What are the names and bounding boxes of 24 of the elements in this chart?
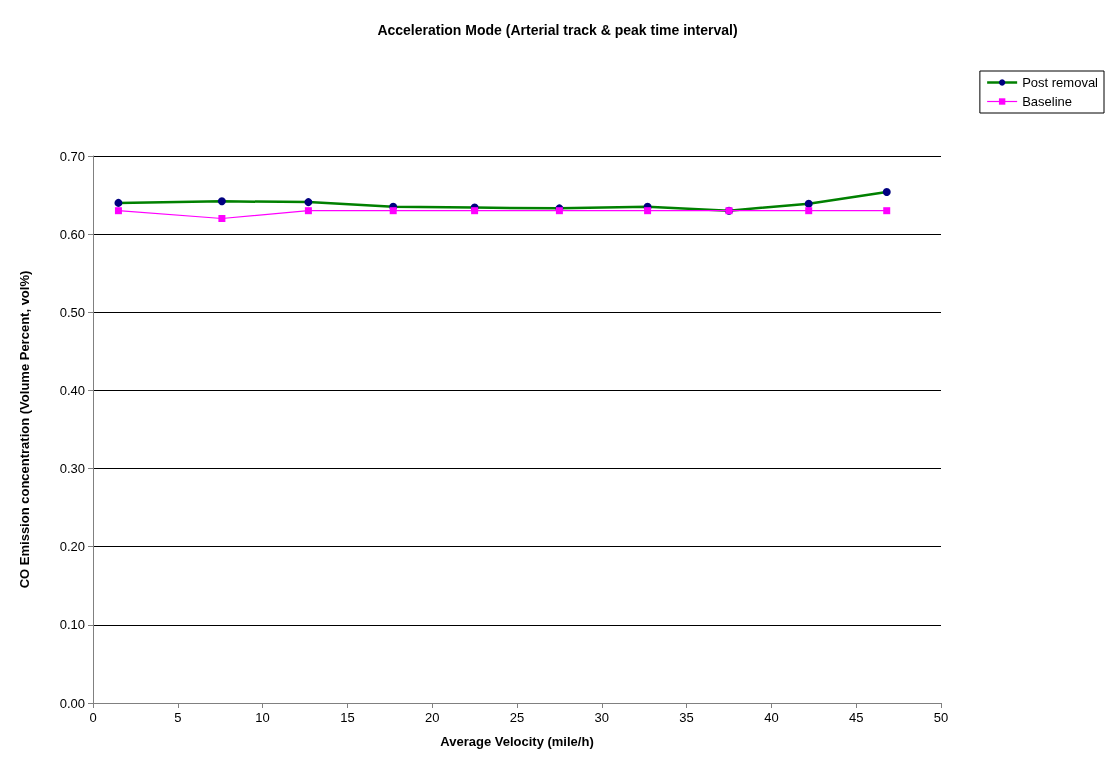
y-tick-label: 0.40 [59,382,85,398]
legend-label: Baseline [1022,94,1073,109]
x-tick-label: 5 [174,710,182,725]
x-tick-label: 40 [764,710,779,725]
x-tick-label: 15 [340,710,355,725]
y-tick-label: 0.50 [59,304,85,320]
y-tick-label: 0.60 [59,226,85,242]
x-tick-label: 30 [594,710,610,725]
x-tick-label: 10 [255,710,270,725]
y-tick-label: 0.30 [59,461,85,477]
y-tick-label: 0.10 [59,617,85,633]
y-tick-label: 0.00 [59,695,85,711]
y-tick-label: 0.70 [59,148,85,164]
x-tick-label: 50 [933,710,949,725]
x-axis-title: Average Velocity (mile/h) [440,734,594,749]
x-tick-label: 20 [424,710,440,725]
y-axis-title: CO Emission concentration (Volume Percent, vol%) [17,270,32,589]
chart-title: Acceleration Mode (Arterial track & peak time interval) [377,22,738,38]
x-tick-label: 0 [89,710,97,725]
x-tick-label: 25 [509,710,525,725]
x-tick-label: 45 [848,710,864,725]
y-tick-label: 0.20 [59,539,85,555]
legend-label: Post removal [1022,75,1099,90]
x-tick-label: 35 [679,710,694,725]
